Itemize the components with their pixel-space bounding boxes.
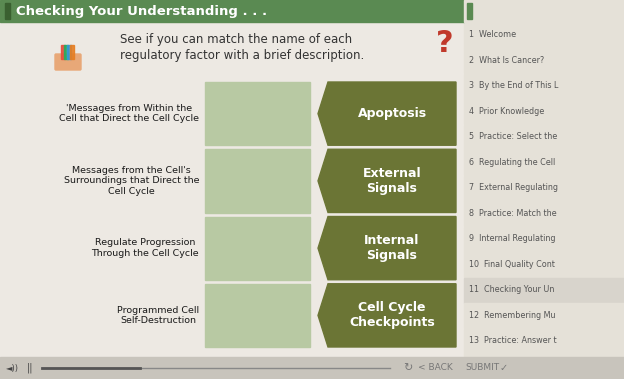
Text: ?: ?	[436, 30, 454, 58]
Text: < BACK: < BACK	[417, 363, 452, 373]
Bar	[70, 45, 74, 59]
Text: 6  Regulating the Cell: 6 Regulating the Cell	[469, 158, 555, 167]
Bar	[464, 252, 624, 277]
Text: 10  Final Quality Cont: 10 Final Quality Cont	[469, 260, 555, 269]
Bar	[54, 43, 82, 71]
Bar	[67, 45, 71, 59]
Text: SUBMIT: SUBMIT	[465, 363, 499, 373]
Bar	[464, 0, 624, 379]
Text: Checking Your Understanding . . .: Checking Your Understanding . . .	[16, 5, 267, 17]
Text: ||: ||	[27, 363, 33, 373]
FancyBboxPatch shape	[55, 54, 81, 70]
Bar	[464, 227, 624, 252]
Bar	[464, 124, 624, 149]
Text: ✓: ✓	[500, 363, 508, 373]
Text: Messages from the Cell's
Surroundings that Direct the
Cell Cycle: Messages from the Cell's Surroundings th…	[64, 166, 199, 196]
Bar	[64, 45, 68, 59]
Text: 11  Checking Your Un: 11 Checking Your Un	[469, 285, 554, 294]
Bar	[464, 0, 624, 22]
Bar	[464, 277, 624, 302]
Bar	[0, 357, 624, 379]
Text: 4  Prior Knowledge: 4 Prior Knowledge	[469, 107, 544, 116]
Bar	[205, 82, 310, 145]
Bar	[5, 3, 10, 19]
Text: 13  Practice: Answer t: 13 Practice: Answer t	[469, 336, 557, 345]
Bar	[0, 22, 464, 357]
Bar	[205, 149, 310, 213]
Polygon shape	[318, 82, 456, 145]
Text: ◄)): ◄))	[6, 363, 19, 373]
Bar	[464, 329, 624, 354]
Bar	[464, 303, 624, 328]
Bar	[464, 48, 624, 73]
Polygon shape	[318, 216, 456, 280]
Text: ↻: ↻	[403, 363, 412, 373]
Text: Cell Cycle
Checkpoints: Cell Cycle Checkpoints	[349, 301, 435, 329]
Text: Internal
Signals: Internal Signals	[364, 234, 420, 262]
Bar	[467, 3, 472, 19]
Text: Programmed Cell
Self-Destruction: Programmed Cell Self-Destruction	[117, 306, 199, 325]
Bar	[464, 175, 624, 200]
Text: Regulate Progression
Through the Cell Cycle: Regulate Progression Through the Cell Cy…	[91, 238, 199, 258]
Bar	[464, 22, 624, 47]
Text: 'Messages from Within the
Cell that Direct the Cell Cycle: 'Messages from Within the Cell that Dire…	[59, 104, 199, 123]
Text: 2  What Is Cancer?: 2 What Is Cancer?	[469, 56, 544, 65]
Bar	[464, 99, 624, 124]
Text: 5  Practice: Select the: 5 Practice: Select the	[469, 132, 557, 141]
Text: 8  Practice: Match the: 8 Practice: Match the	[469, 209, 557, 218]
Bar	[464, 354, 624, 379]
Text: External
Signals: External Signals	[363, 167, 421, 195]
Polygon shape	[318, 149, 456, 213]
Bar	[0, 0, 464, 22]
Text: 3  By the End of This L: 3 By the End of This L	[469, 81, 558, 90]
Bar	[464, 74, 624, 99]
Bar	[464, 201, 624, 226]
Text: See if you can match the name of each: See if you can match the name of each	[120, 33, 352, 47]
Text: Apoptosis: Apoptosis	[358, 107, 427, 120]
Bar	[464, 150, 624, 175]
Bar	[205, 284, 310, 347]
Text: 12  Remembering Mu: 12 Remembering Mu	[469, 311, 555, 320]
Text: 14  Mutated Cells Go: 14 Mutated Cells Go	[469, 362, 553, 371]
Text: 7  External Regulating: 7 External Regulating	[469, 183, 558, 192]
Text: 1  Welcome: 1 Welcome	[469, 30, 516, 39]
Bar	[61, 45, 65, 59]
Text: 9  Internal Regulating: 9 Internal Regulating	[469, 234, 555, 243]
Polygon shape	[318, 284, 456, 347]
Bar	[205, 216, 310, 280]
Text: regulatory factor with a brief description.: regulatory factor with a brief descripti…	[120, 50, 364, 63]
